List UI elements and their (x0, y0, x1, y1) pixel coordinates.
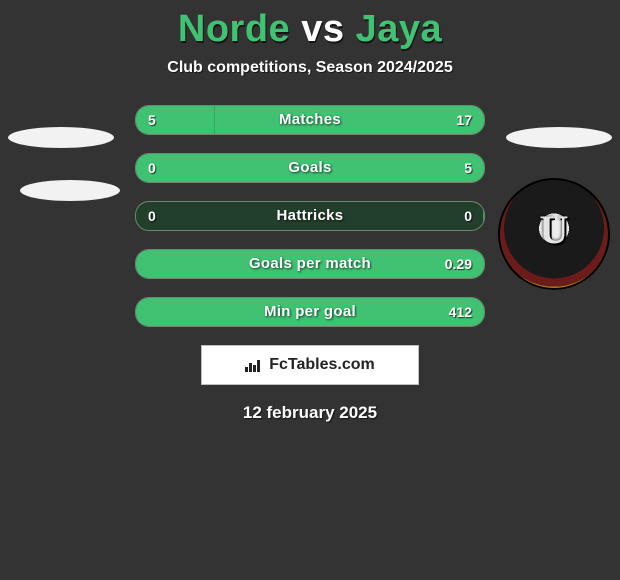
avatar-placeholder-left-2 (20, 180, 120, 201)
stat-label: Goals per match (136, 250, 484, 278)
chart-icon (245, 358, 263, 372)
stat-label: Hattricks (136, 202, 484, 230)
stat-bar: 0.29Goals per match (135, 249, 485, 279)
title-vs: vs (301, 8, 344, 50)
stat-label: Goals (136, 154, 484, 182)
subtitle: Club competitions, Season 2024/2025 (0, 59, 620, 77)
date-text: 12 february 2025 (0, 403, 620, 423)
page-title: Norde vs Jaya (0, 0, 620, 51)
stat-bar: 05Goals (135, 153, 485, 183)
brand-text: FcTables.com (269, 356, 375, 374)
stat-bar: 00Hattricks (135, 201, 485, 231)
avatar-placeholder-left-1 (8, 127, 114, 148)
title-player2: Jaya (356, 8, 443, 50)
stat-bar: 517Matches (135, 105, 485, 135)
stat-bar: 412Min per goal (135, 297, 485, 327)
avatar-placeholder-right-1 (506, 127, 612, 148)
title-player1: Norde (178, 8, 290, 50)
stat-label: Min per goal (136, 298, 484, 326)
stats-bars: 517Matches 05Goals 00Hattricks 0.29Goals pe… (135, 105, 485, 327)
stat-label: Matches (136, 106, 484, 134)
club-badge-right (498, 178, 610, 290)
root: Norde vs Jaya Club competitions, Season … (0, 0, 620, 580)
brand-badge[interactable]: FcTables.com (201, 345, 419, 385)
